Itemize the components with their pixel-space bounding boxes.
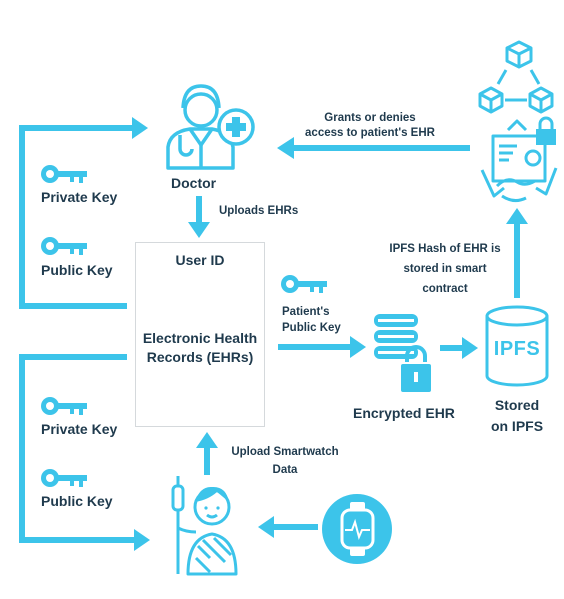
ehr-title-line2: Records (EHRs) [146,349,254,365]
top-private-key-label: Private Key [41,189,118,205]
uploads-ehrs-label: Uploads EHRs [219,205,299,217]
public-key-icon [41,469,87,487]
ipfs-logo-text: IPFS [493,338,541,360]
ipfs-hash-line1: IPFS Hash of EHR is [389,243,501,255]
bottom-private-key-label: Private Key [41,421,118,437]
arrow-to-encrypted [278,336,366,358]
doctor-icon [166,84,255,170]
arrow-ipfs-to-blockchain [506,208,528,298]
connector-to-patient [19,354,150,551]
arrow-upload-smartwatch [196,432,218,475]
stored-on-ipfs-line1: Stored [494,397,540,413]
patient-public-key-icon [281,275,327,293]
top-public-key-label: Public Key [41,262,113,278]
grants-access-line2: access to patient's EHR [305,127,435,139]
stored-on-ipfs-line2: on IPFS [490,418,544,434]
ehr-title-line1: Electronic Health [142,330,258,346]
ehr-record-box [135,242,265,427]
ipfs-hash-line3: contract [422,283,468,295]
smartwatch-icon [322,494,392,564]
ipfs-hash-line2: stored in smart [403,263,487,275]
upload-smartwatch-line2: Data [272,464,298,476]
private-key-icon [41,397,87,415]
ipfs-storage-icon [485,305,549,387]
doctor-label: Doctor [171,175,217,191]
connector-ehr-to-doctor [19,117,148,309]
patients-public-key-line2: Public Key [282,322,341,334]
encrypted-ehr-label: Encrypted EHR [353,405,455,421]
patients-public-key-line1: Patient's [282,306,330,318]
arrow-watch-to-patient [258,516,318,538]
blockchain-contract-icon [478,40,558,203]
encrypted-database-icon [374,314,433,394]
public-key-icon [41,237,87,255]
grants-access-line1: Grants or denies [324,112,416,124]
upload-smartwatch-line1: Upload Smartwatch [231,446,339,458]
arrow-to-ipfs [440,337,478,359]
private-key-icon [41,165,87,183]
bottom-public-key-label: Public Key [41,493,113,509]
patient-icon [171,476,238,576]
arrow-uploads-ehrs [188,196,210,238]
user-id-label: User ID [175,252,225,268]
arrow-grants-access [277,137,470,159]
